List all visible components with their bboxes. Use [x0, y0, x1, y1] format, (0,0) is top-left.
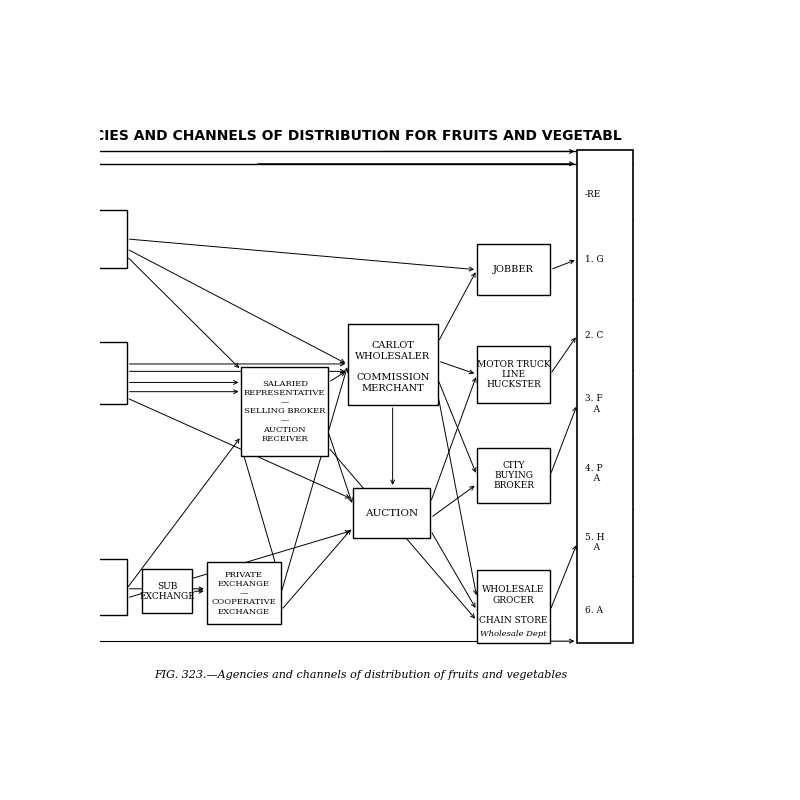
- Text: Wholesale Dept: Wholesale Dept: [480, 630, 547, 638]
- Bar: [477, 448, 550, 502]
- Text: COMMISSION
MERCHANT: COMMISSION MERCHANT: [356, 374, 430, 393]
- Text: 6. A: 6. A: [585, 606, 603, 615]
- Text: WHOLESALE
GROCER: WHOLESALE GROCER: [482, 586, 545, 605]
- Text: CIES AND CHANNELS OF DISTRIBUTION FOR FRUITS AND VEGETABL: CIES AND CHANNELS OF DISTRIBUTION FOR FR…: [94, 129, 622, 143]
- Text: 5. H
   A: 5. H A: [585, 533, 604, 552]
- Text: CHAIN STORE: CHAIN STORE: [479, 616, 548, 626]
- Bar: [477, 245, 550, 295]
- Text: AUCTION: AUCTION: [365, 509, 418, 518]
- Text: CITY
BUYING
BROKER: CITY BUYING BROKER: [493, 461, 534, 490]
- Bar: [206, 562, 281, 624]
- Bar: [97, 210, 126, 269]
- Text: JOBBER: JOBBER: [493, 266, 534, 274]
- Text: SALARIED
REPRESENTATIVE
—
SELLING BROKER
—
AUCTION
RECEIVER: SALARIED REPRESENTATIVE — SELLING BROKER…: [244, 380, 326, 443]
- Text: CARLOT
WHOLESALER: CARLOT WHOLESALER: [355, 342, 430, 361]
- Text: 2. C: 2. C: [585, 330, 603, 339]
- Bar: [97, 559, 126, 614]
- Text: 4. P
   A: 4. P A: [585, 464, 602, 483]
- Bar: [578, 150, 634, 643]
- Text: MOTOR TRUCK
LINE
HUCKSTER: MOTOR TRUCK LINE HUCKSTER: [477, 359, 550, 390]
- Text: SUB
EXCHANGE: SUB EXCHANGE: [139, 582, 195, 601]
- Bar: [477, 570, 550, 643]
- Bar: [142, 569, 192, 614]
- Bar: [477, 346, 550, 402]
- Text: -RE: -RE: [585, 190, 602, 199]
- Text: PRIVATE
EXCHANGE
—
COOPERATIVE
EXCHANGE: PRIVATE EXCHANGE — COOPERATIVE EXCHANGE: [211, 570, 276, 615]
- Bar: [97, 342, 126, 404]
- Bar: [242, 367, 328, 456]
- Bar: [348, 324, 438, 406]
- Text: 1. G: 1. G: [585, 254, 603, 264]
- Text: 3. F
   A: 3. F A: [585, 394, 602, 414]
- Bar: [353, 488, 430, 538]
- Text: FIG. 323.—Agencies and channels of distribution of fruits and vegetables: FIG. 323.—Agencies and channels of distr…: [154, 670, 567, 680]
